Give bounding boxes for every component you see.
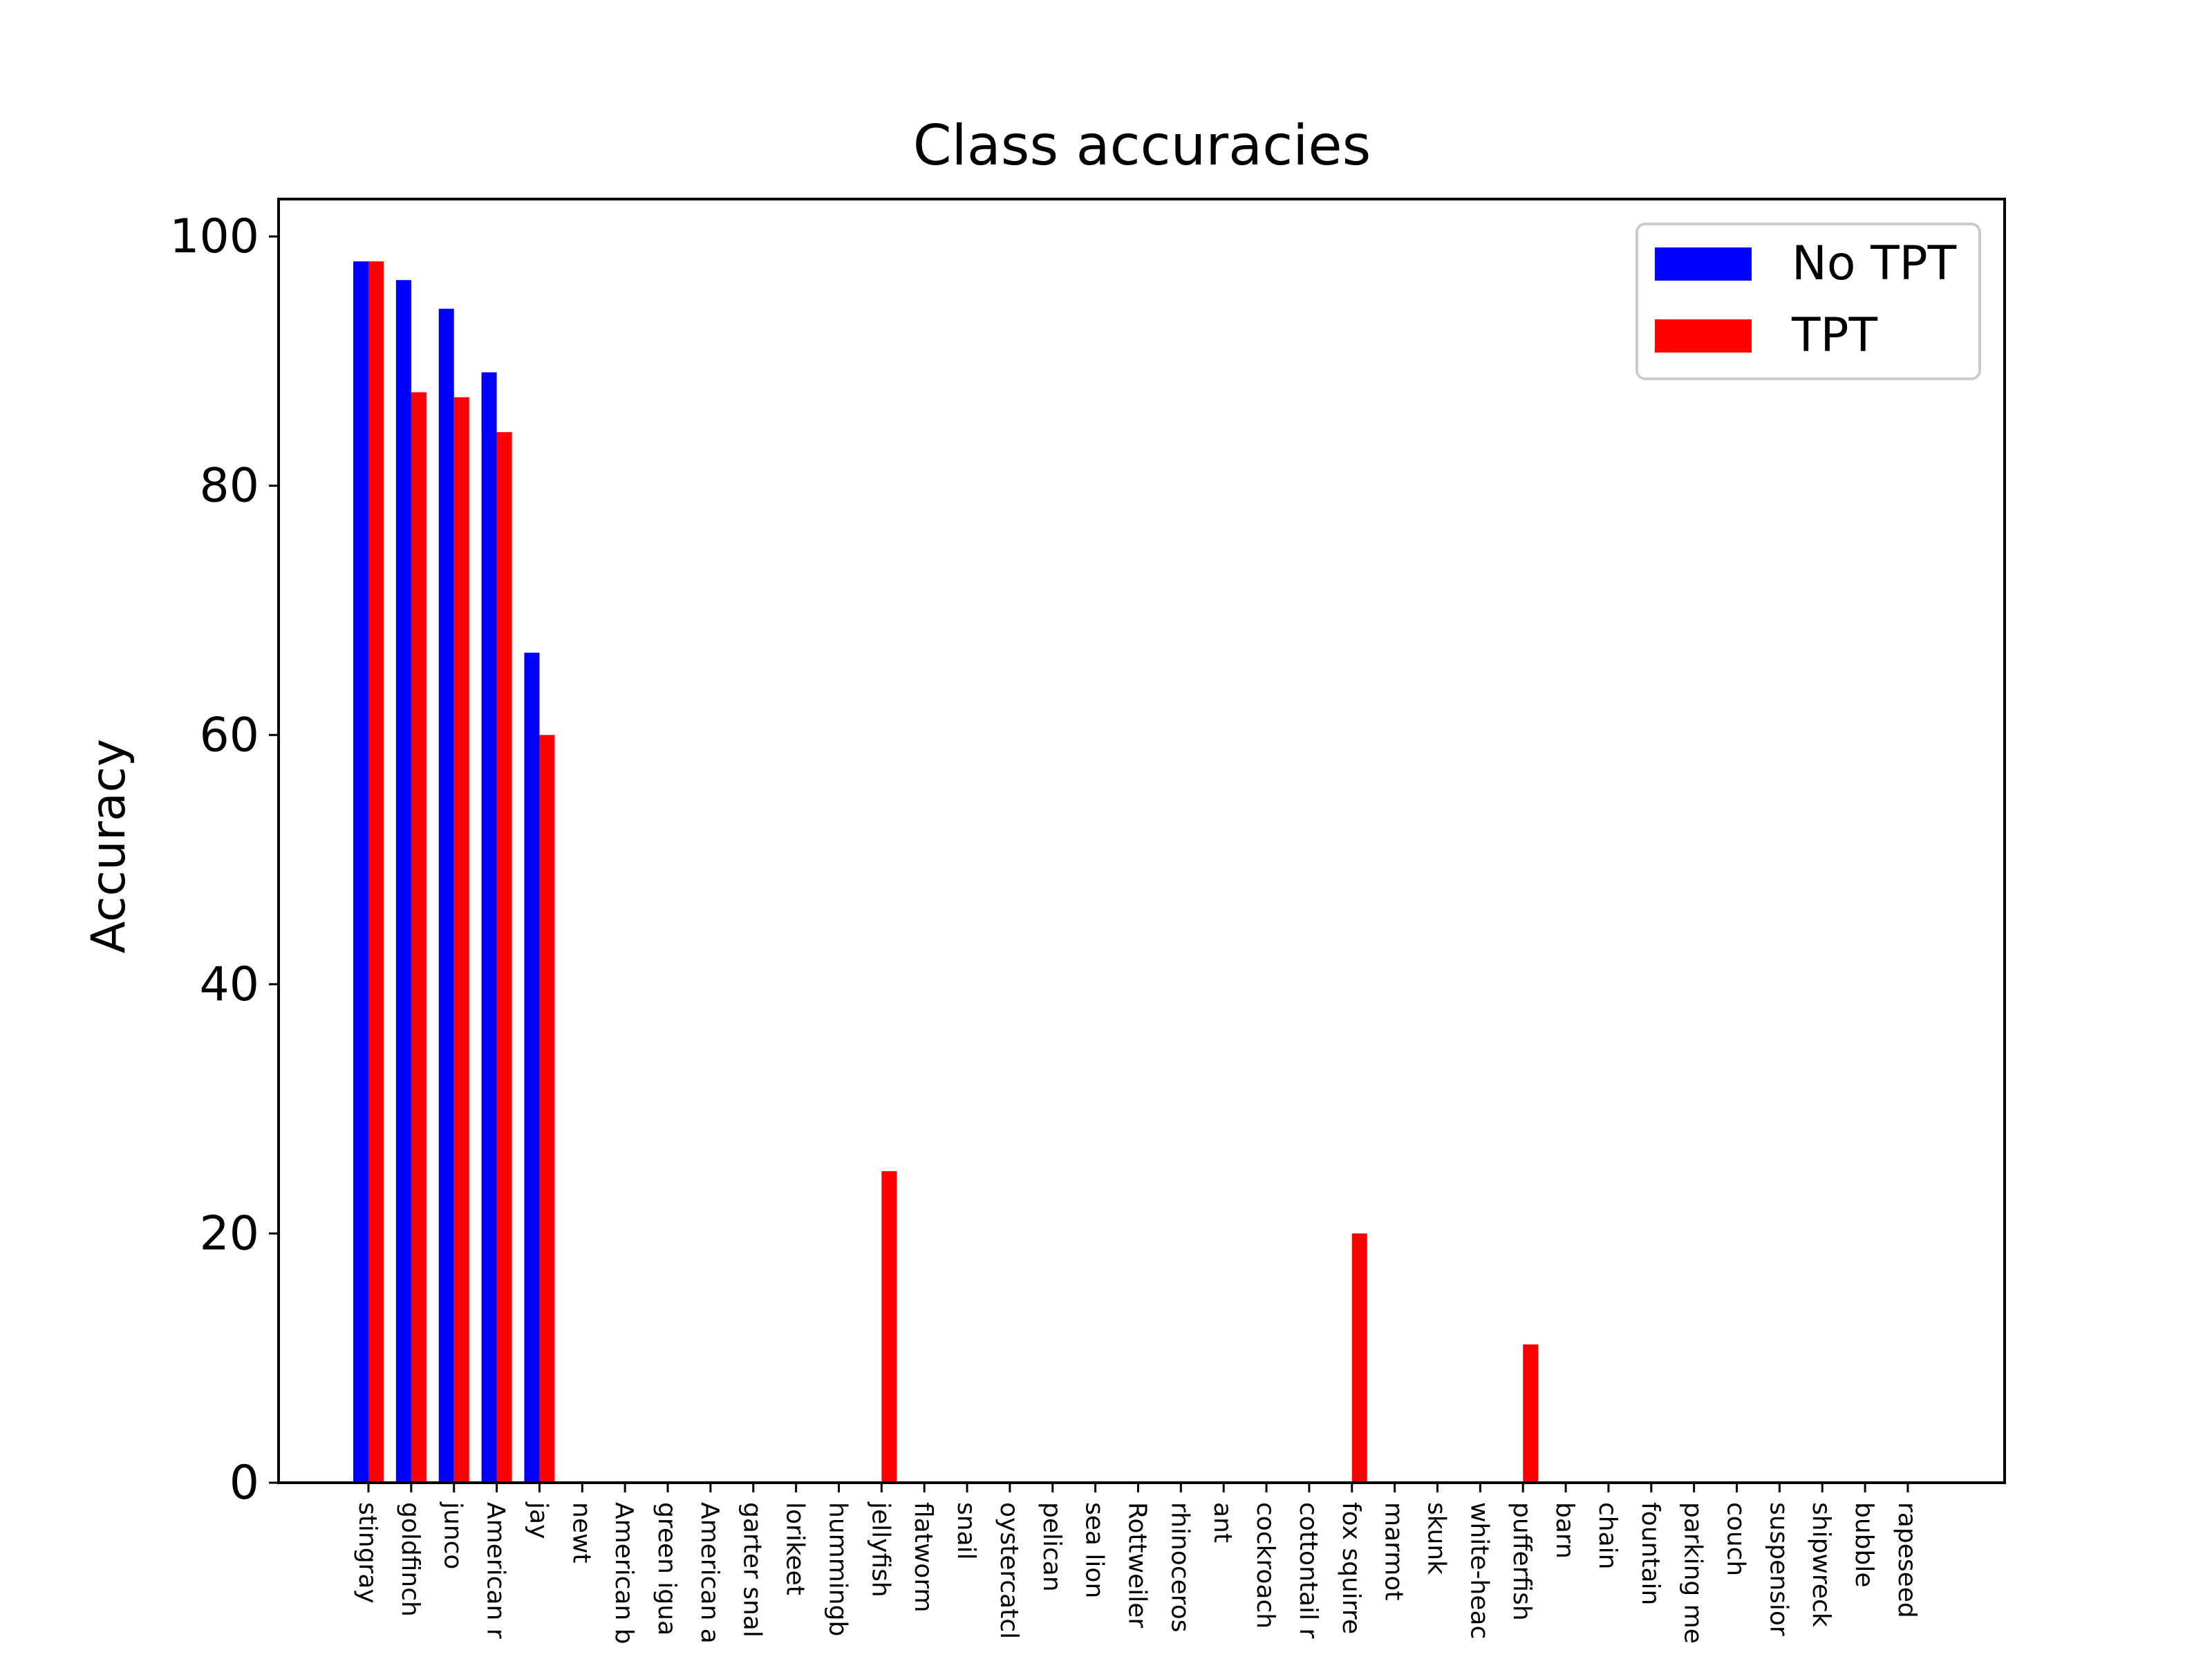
x-tick-label-1: goldfinch [396,1502,424,1617]
x-axis: stingray goldfinch junco American r jay newt A… [353,1483,1921,1644]
x-tick-label-21: cockroach [1251,1502,1280,1629]
x-tick-label-10: lorikeet [781,1502,809,1595]
x-tick-label-0: stingray [353,1502,382,1604]
legend-swatch-tpt [1655,319,1752,353]
y-tick-label-40: 40 [199,957,259,1012]
chart-title: Class accuracies [913,113,1371,178]
x-tick-label-3: American r [482,1502,510,1639]
y-axis-label: Accuracy [82,739,136,953]
legend-label-no-tpt: No TPT [1792,236,1957,291]
x-tick-label-6: American b [610,1502,638,1644]
legend-swatch-no-tpt [1655,247,1752,281]
bar-tpt-4 [539,735,555,1483]
bar-tpt-12 [881,1171,897,1483]
bar-no-tpt-2 [438,308,454,1483]
bar-tpt-1 [411,392,427,1483]
x-tick-label-9: garter snal [738,1502,767,1638]
x-tick-label-12: jellyfish [866,1501,894,1597]
x-tick-label-5: newt [567,1502,595,1564]
bar-tpt-2 [453,397,469,1483]
y-tick-label-0: 0 [229,1456,259,1510]
x-tick-label-16: pelican [1038,1502,1066,1592]
legend-label-tpt: TPT [1791,308,1878,363]
x-tick-label-8: American a [695,1502,724,1644]
bar-tpt-0 [368,261,384,1483]
x-tick-label-22: cottontail r [1294,1502,1322,1639]
y-tick-label-100: 100 [169,209,259,264]
bar-tpt-27 [1523,1344,1539,1483]
x-tick-label-15: oystercatcl [995,1502,1023,1639]
bar-no-tpt-4 [524,653,540,1483]
x-tick-label-2: junco [439,1501,467,1569]
x-tick-label-24: marmot [1380,1502,1408,1601]
y-axis: 0 20 40 60 80 100 [169,209,279,1510]
bar-tpt-23 [1351,1233,1367,1483]
plot-area-frame [277,198,2006,1484]
bar-no-tpt-0 [353,261,368,1483]
y-tick-label-20: 20 [199,1206,259,1261]
x-tick-label-23: fox squirre [1337,1502,1365,1634]
x-tick-label-18: Rottweiler [1123,1502,1151,1628]
x-tick-label-25: skunk [1423,1502,1451,1575]
y-tick-label-80: 80 [199,459,259,514]
x-tick-label-33: suspensior [1764,1502,1792,1636]
x-tick-label-26: white-heac [1465,1502,1493,1639]
x-tick-label-13: flatworm [909,1502,937,1613]
x-tick-label-30: fountain [1636,1502,1665,1605]
x-tick-label-31: parking me [1679,1502,1707,1644]
x-tick-label-27: pufferfish [1508,1502,1536,1621]
x-tick-label-35: bubble [1850,1502,1878,1588]
x-tick-label-28: barn [1550,1502,1579,1559]
x-tick-label-17: sea lion [1080,1502,1109,1598]
x-tick-label-36: rapeseed [1893,1502,1921,1618]
x-tick-label-4: jay [524,1501,552,1539]
x-tick-label-34: shipwreck [1807,1502,1835,1627]
x-tick-label-7: green igua [653,1502,681,1635]
x-tick-label-19: rhinoceros [1165,1502,1194,1633]
bar-no-tpt-3 [481,372,497,1483]
x-tick-label-14: snail [952,1502,980,1560]
bar-tpt-3 [496,432,512,1483]
bars-group [353,261,1539,1483]
x-tick-label-29: chain [1593,1502,1622,1570]
legend: No TPT TPT [1635,223,1981,380]
x-tick-label-32: couch [1722,1502,1750,1576]
x-tick-label-11: hummingb [823,1502,852,1636]
x-tick-label-20: ant [1208,1502,1237,1543]
y-tick-label-60: 60 [199,708,259,762]
bar-no-tpt-1 [395,280,411,1483]
